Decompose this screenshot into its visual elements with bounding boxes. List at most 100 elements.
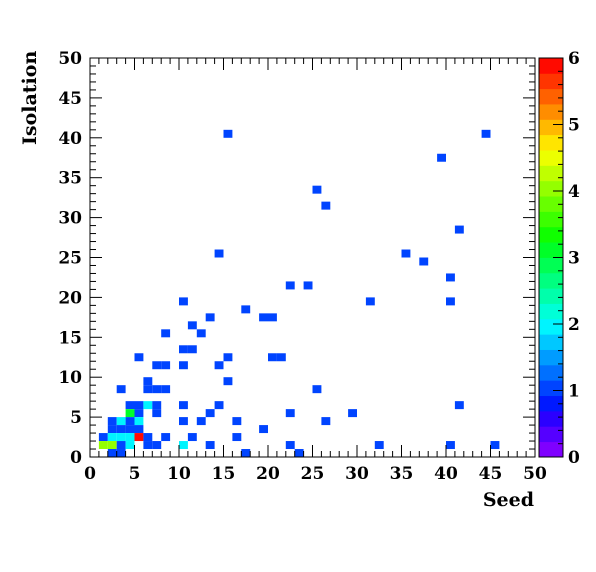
heatmap-cell bbox=[107, 417, 117, 426]
heatmap-cell bbox=[348, 409, 357, 418]
heatmap-cell bbox=[454, 401, 464, 410]
palette-swatch bbox=[539, 334, 563, 350]
palette-swatch bbox=[539, 380, 563, 397]
heatmap-cell bbox=[134, 433, 144, 442]
heatmap-cell bbox=[294, 449, 304, 457]
heatmap-cell bbox=[161, 433, 171, 442]
heatmap-cell bbox=[187, 321, 197, 330]
z-tick-label: 1 bbox=[568, 382, 580, 402]
heatmap-cell bbox=[125, 433, 135, 442]
y-tick-label: 50 bbox=[58, 49, 82, 69]
heatmap-cell bbox=[241, 449, 251, 457]
palette-swatch bbox=[539, 88, 563, 105]
heatmap-cell bbox=[98, 433, 108, 442]
y-tick-label: 45 bbox=[58, 89, 82, 109]
palette-swatch bbox=[539, 410, 563, 427]
x-tick-label: 5 bbox=[129, 464, 141, 484]
heatmap-cell bbox=[107, 441, 117, 450]
palette-swatch bbox=[539, 349, 563, 366]
heatmap-cell bbox=[303, 281, 313, 290]
heatmap-cell bbox=[241, 305, 251, 314]
heatmap-cell bbox=[374, 441, 384, 450]
heatmap-cell bbox=[187, 433, 197, 442]
heatmap-cell bbox=[214, 249, 224, 258]
heatmap-cell bbox=[152, 385, 162, 394]
heatmap-cell bbox=[446, 297, 455, 306]
heatmap-cell bbox=[98, 441, 108, 450]
heatmap-cell bbox=[179, 401, 188, 410]
y-tick-label: 35 bbox=[58, 169, 82, 189]
heatmap-cell bbox=[134, 417, 144, 426]
heatmap-cell bbox=[116, 417, 126, 426]
y-tick-label: 15 bbox=[58, 328, 82, 348]
y-axis-title: Isolation bbox=[19, 51, 41, 145]
z-tick-label: 5 bbox=[568, 116, 580, 136]
x-tick-label: 25 bbox=[301, 464, 325, 484]
palette-swatch bbox=[539, 119, 563, 136]
heatmap-cell bbox=[196, 417, 206, 426]
heatmap-cell bbox=[419, 257, 429, 266]
palette-swatch bbox=[539, 165, 563, 182]
heatmap-cell bbox=[446, 273, 455, 282]
palette-swatch bbox=[539, 226, 563, 243]
x-tick-label: 35 bbox=[390, 464, 414, 484]
x-tick-label: 20 bbox=[256, 464, 280, 484]
x-tick-label: 10 bbox=[167, 464, 191, 484]
x-tick-label: 30 bbox=[345, 464, 369, 484]
heatmap-cell bbox=[437, 153, 446, 162]
heatmap-cell bbox=[134, 401, 144, 410]
x-tick-label: 15 bbox=[212, 464, 236, 484]
heatmap-cell bbox=[179, 361, 188, 370]
heatmap-cell bbox=[285, 441, 295, 450]
heatmap-cell bbox=[205, 441, 215, 450]
color-scale-ticks: 0 1 2 3 4 5 6 bbox=[553, 49, 580, 468]
heatmap-cell bbox=[401, 249, 411, 258]
heatmap-cell bbox=[187, 345, 197, 354]
heatmap-cell bbox=[143, 401, 153, 410]
y-tick-label: 10 bbox=[58, 368, 82, 388]
color-palette bbox=[539, 58, 563, 458]
heatmap-cell bbox=[223, 377, 233, 386]
heatmap-cell bbox=[365, 297, 375, 306]
palette-swatch bbox=[539, 426, 563, 443]
heatmap-cell bbox=[312, 385, 322, 394]
palette-swatch bbox=[539, 211, 563, 228]
y-tick-label: 20 bbox=[58, 288, 82, 308]
heatmap-cell bbox=[446, 441, 455, 450]
z-tick-label: 2 bbox=[568, 315, 580, 335]
heatmap-cell bbox=[125, 441, 135, 450]
heatmap-cell bbox=[223, 129, 233, 138]
heatmap-cell bbox=[259, 425, 268, 434]
heatmap-cell bbox=[116, 441, 126, 450]
palette-swatch bbox=[539, 272, 563, 289]
heatmap-cell bbox=[179, 297, 188, 306]
heatmap-cell bbox=[116, 433, 126, 442]
heatmap-cell bbox=[152, 401, 162, 410]
palette-swatch bbox=[539, 303, 563, 320]
heatmap-cell bbox=[214, 401, 224, 410]
heatmap-cell bbox=[152, 361, 162, 370]
heatmap-cell bbox=[143, 385, 153, 394]
heatmap-cell bbox=[454, 225, 464, 234]
heatmap-cell bbox=[134, 353, 144, 362]
heatmap-cell bbox=[125, 425, 135, 434]
y-tick-label: 0 bbox=[70, 448, 82, 468]
heatmap-cell bbox=[232, 433, 242, 442]
heatmap-cell bbox=[285, 409, 295, 418]
palette-swatch bbox=[539, 318, 563, 335]
y-axis-ticks: 0 5 10 15 20 25 30 35 40 45 50 bbox=[58, 49, 535, 468]
palette-swatch bbox=[539, 180, 563, 197]
y-tick-label: 25 bbox=[58, 249, 82, 269]
heatmap-cell bbox=[259, 313, 268, 322]
heatmap-cell bbox=[321, 201, 331, 210]
heatmap-cell bbox=[223, 353, 233, 362]
heatmap-cell bbox=[134, 425, 144, 434]
heatmap-cell bbox=[161, 385, 171, 394]
z-tick-label: 6 bbox=[568, 49, 580, 69]
heatmap-cell bbox=[205, 313, 215, 322]
palette-swatch bbox=[539, 364, 563, 381]
y-tick-label: 40 bbox=[58, 129, 82, 149]
palette-swatch bbox=[539, 441, 563, 458]
palette-swatch bbox=[539, 395, 563, 412]
